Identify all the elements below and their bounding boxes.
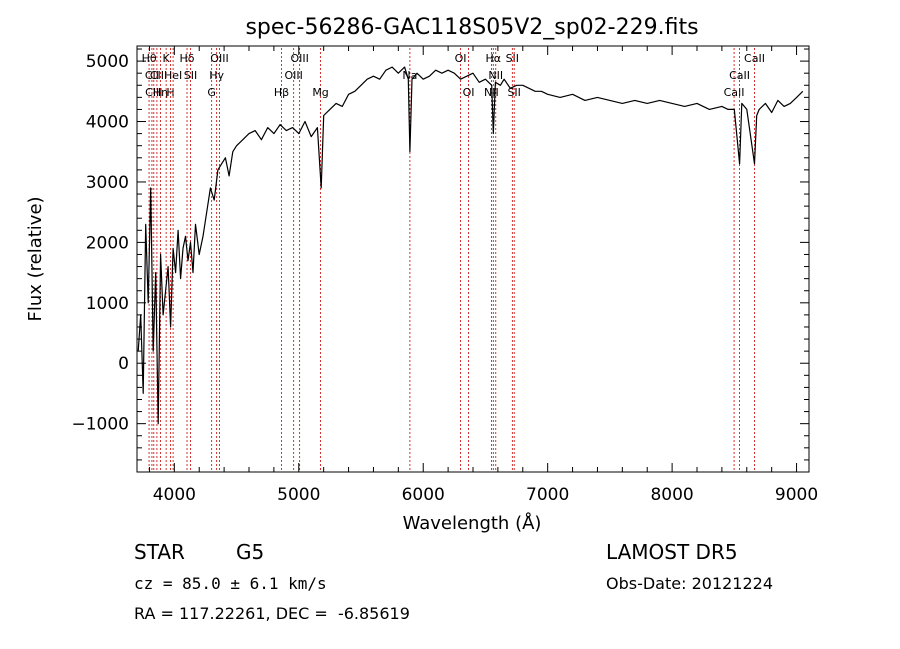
object-subclass: G5	[236, 540, 265, 564]
marker-label-11: Hγ	[209, 69, 224, 82]
y-tick-label-2000: 2000	[86, 233, 129, 253]
marker-label-2: CIII	[145, 86, 162, 99]
marker-label-26: CaII	[729, 69, 750, 82]
x-tick-label-4000: 4000	[153, 485, 196, 505]
x-tick-label-5000: 5000	[277, 485, 320, 505]
marker-label-24: SII	[507, 86, 520, 99]
x-axis-label: Wavelength (Å)	[403, 512, 542, 534]
spectrum-line-0	[137, 66, 804, 425]
marker-label-16: Mg	[312, 86, 328, 99]
chart-title: spec-56286-GAC118S05V2_sp02-229.fits	[245, 15, 698, 40]
marker-label-10: G	[207, 86, 216, 99]
marker-label-6: H	[166, 86, 174, 99]
y-tick-label--1000: −1000	[71, 415, 129, 435]
y-axis-label: Flux (relative)	[25, 196, 46, 321]
marker-label-23: SII	[506, 52, 519, 65]
marker-label-4: Hη	[153, 86, 168, 99]
marker-label-21: Hα	[486, 52, 502, 65]
marker-label-1: CII	[145, 69, 159, 82]
obs-date: Obs-Date: 20121224	[606, 574, 774, 593]
x-tick-label-6000: 6000	[402, 485, 445, 505]
y-tick-label-4000: 4000	[86, 113, 129, 133]
marker-label-3: CII	[150, 69, 164, 82]
emission-line-markers: Hθ CII CIII CII Hη K H HeI Hδ SII G Hγ OIII Hβ OIII OII…	[142, 48, 765, 472]
marker-label-8: Hδ	[180, 52, 195, 65]
marker-label-25: CaII	[724, 86, 745, 99]
marker-label-13: Hβ	[274, 86, 289, 99]
marker-label-7: HeI	[164, 69, 182, 82]
spectrum-chart: spec-56286-GAC118S05V2_sp02-229.fits Hθ C…	[25, 15, 818, 534]
y-axis: −1000 0 1000 2000 3000 4000 5000	[71, 48, 809, 473]
x-tick-label-8000: 8000	[650, 485, 693, 505]
y-tick-label-3000: 3000	[86, 173, 129, 193]
x-axis: 4000 5000 6000 7000 8000 9000	[148, 46, 818, 505]
object-class: STAR	[134, 540, 185, 564]
marker-label-5: K	[163, 52, 171, 65]
marker-label-12: OIII	[210, 52, 228, 65]
marker-label-9: SII	[184, 69, 197, 82]
marker-label-18: OI	[455, 52, 467, 65]
marker-label-15: OIII	[290, 52, 308, 65]
y-tick-label-1000: 1000	[86, 294, 129, 314]
y-tick-label-0: 0	[118, 354, 129, 374]
plot-area	[137, 66, 804, 425]
marker-label-14: OIII	[284, 69, 302, 82]
marker-label-27: CaII	[744, 52, 765, 65]
x-tick-label-7000: 7000	[526, 485, 569, 505]
marker-label-22: NII	[488, 69, 503, 82]
marker-label-19: OI	[463, 86, 475, 99]
redshift-value: cz = 85.0 ± 6.1 km/s	[134, 574, 327, 593]
survey-name: LAMOST DR5	[606, 540, 738, 564]
marker-label-0: Hθ	[142, 52, 157, 65]
y-tick-label-5000: 5000	[86, 52, 129, 72]
coordinates: RA = 117.22261, DEC = -6.85619	[134, 604, 410, 623]
plot-frame	[136, 45, 810, 473]
x-tick-label-9000: 9000	[775, 485, 818, 505]
